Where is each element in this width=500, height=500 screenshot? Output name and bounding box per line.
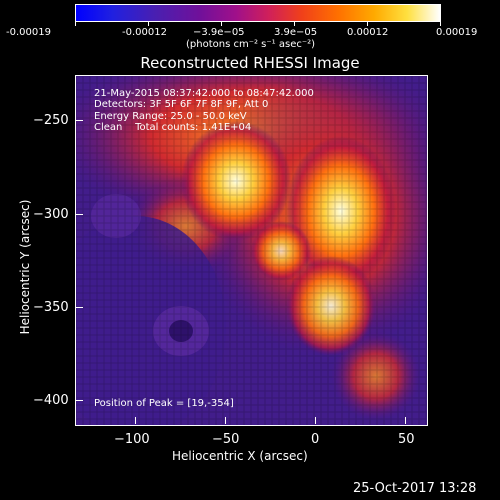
y-tick-label: −400 (33, 393, 69, 408)
colorbar-ticks (75, 21, 441, 26)
annotation-energy: Energy Range: 25.0 - 50.0 keV (94, 111, 247, 122)
colorbar-tick-label: -0.00019 (6, 27, 51, 38)
colorbar-units: (photons cm⁻² s⁻¹ asec⁻²) (186, 39, 316, 50)
y-axis-label: Heliocentric Y (arcsec) (18, 199, 32, 335)
colorbar-tick-label: −3.9e−05 (193, 27, 245, 38)
colorbar (75, 4, 441, 22)
x-tick-label: 0 (311, 432, 320, 447)
chart-title: Reconstructed RHESSI Image (140, 54, 360, 72)
annotation-peak: Position of Peak = [19,-354] (94, 398, 234, 409)
x-tick-label: −50 (212, 432, 240, 447)
colorbar-tick-label: 0.00019 (436, 27, 478, 38)
x-axis-label: Heliocentric X (arcsec) (172, 449, 308, 463)
colorbar-tick-label: 0.00012 (347, 27, 389, 38)
y-tick-label: −300 (33, 207, 69, 222)
annotation-clean: Clean Total counts: 1.41E+04 (94, 122, 252, 133)
plot-area (75, 75, 428, 426)
x-axis-ticks (75, 417, 428, 425)
heatmap-image (76, 76, 427, 425)
annotation-detectors: Detectors: 3F 5F 6F 7F 8F 9F, Att 0 (94, 99, 269, 110)
footer-timestamp: 25-Oct-2017 13:28 (353, 481, 477, 496)
x-tick-label: 50 (398, 432, 415, 447)
y-axis-ticks (75, 75, 83, 425)
colorbar-tick-label: 3.9e−05 (274, 27, 318, 38)
y-tick-label: −350 (33, 300, 69, 315)
annotation-time: 21-May-2015 08:37:42.000 to 08:47:42.000 (94, 88, 314, 99)
y-tick-label: −250 (33, 113, 69, 128)
x-tick-label: −100 (114, 432, 150, 447)
colorbar-tick-label: -0.00012 (122, 27, 167, 38)
